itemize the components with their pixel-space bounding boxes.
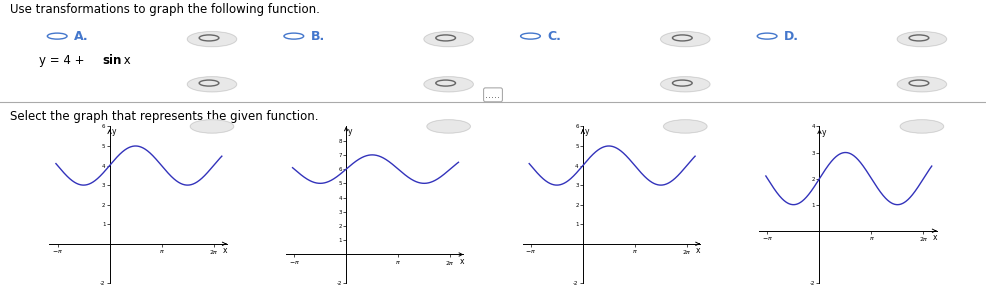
Text: C.: C. <box>547 29 561 43</box>
Text: x: x <box>120 54 131 67</box>
Text: Use transformations to graph the following function.: Use transformations to graph the followi… <box>10 3 319 16</box>
Text: Select the graph that represents the given function.: Select the graph that represents the giv… <box>10 110 318 123</box>
Text: x: x <box>459 257 464 266</box>
Text: D.: D. <box>784 29 799 43</box>
Text: y = 4 +: y = 4 + <box>39 54 89 67</box>
Text: x: x <box>223 246 228 255</box>
Text: y: y <box>821 128 826 137</box>
Text: y: y <box>111 127 116 136</box>
Text: y: y <box>348 127 353 136</box>
Text: A.: A. <box>74 29 89 43</box>
Text: y: y <box>585 127 590 136</box>
Text: sin: sin <box>103 54 122 67</box>
Text: x: x <box>696 246 701 255</box>
Text: .....: ..... <box>485 90 501 100</box>
Text: x: x <box>933 233 938 242</box>
Text: B.: B. <box>311 29 324 43</box>
